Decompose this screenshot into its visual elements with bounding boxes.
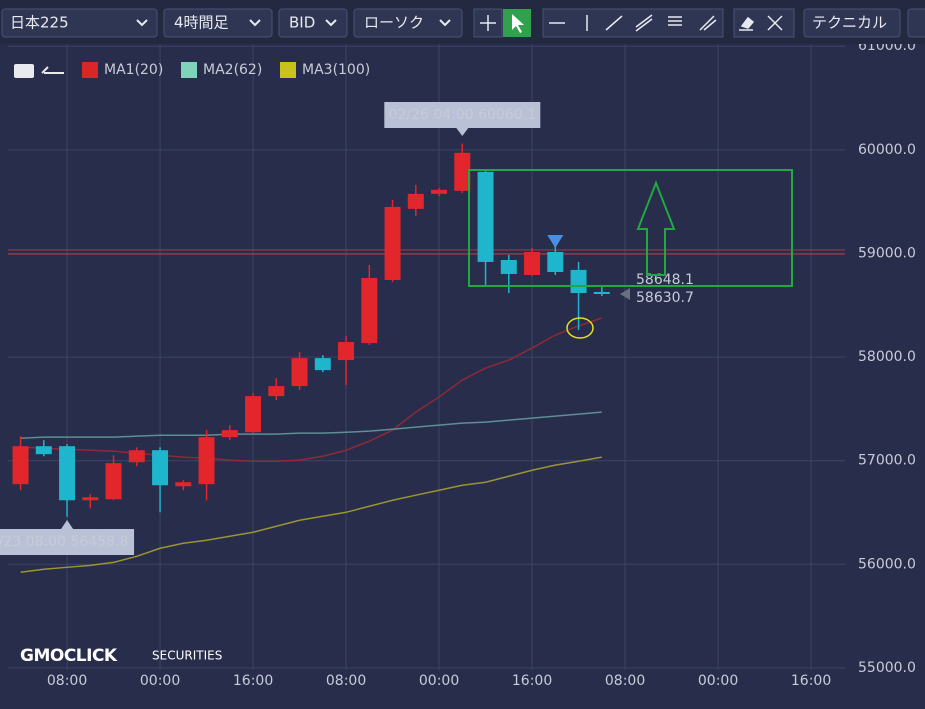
toolbar: 日本225 4時間足 BID ローソク テクニカル [0,0,925,44]
candle-body [361,278,378,344]
candle-body [175,482,192,487]
candle-body [12,446,29,485]
y-tick-label: 56000.0 [858,556,916,572]
candle-body [407,193,424,209]
annotation-circle [566,317,594,339]
candle-body [477,171,494,262]
x-tick-label: 16:00 [791,673,831,689]
icon [480,15,496,31]
candle-body [570,269,587,294]
chart-style: ローソク [364,14,424,32]
x-tick-label: 00:00 [419,673,459,689]
candle-body [291,358,308,387]
legend-label: MA2(62) [203,62,262,78]
annotation-box [468,169,793,287]
last-price-label: 58630.7 [636,290,694,306]
candle-body [384,206,401,280]
x-tick-label: 08:00 [605,673,645,689]
low-label-bg [0,529,135,555]
legend-swatch [280,62,296,78]
legend-icon [41,66,64,74]
x-tick-label: 16:00 [512,673,552,689]
caret [325,19,337,27]
y-tick-label: 57000.0 [858,453,916,469]
caret [136,19,148,27]
candle-body [82,497,99,501]
x-tick-label: 08:00 [326,673,366,689]
icon [739,15,783,31]
side-select[interactable] [278,8,348,38]
logo-brand: GMOCLICK [20,646,118,666]
candle-body [105,463,122,500]
y-tick-label: 59000.0 [858,245,916,261]
x-tick-label: 16:00 [233,673,273,689]
candle-body [128,450,145,463]
caret [439,19,451,27]
icon [512,14,524,33]
symbol: 日本225 [10,14,69,32]
high-label-bg [384,102,541,128]
y-tick-label: 60000.0 [858,142,916,158]
draw-tools-bg[interactable] [542,8,724,38]
legend-label: MA3(100) [302,62,370,78]
ma-line [20,411,602,439]
candle-body [152,450,169,486]
candle-body [454,152,471,191]
y-tick-label: 58000.0 [858,349,916,365]
candle-body [547,252,564,273]
candle-body [221,430,238,438]
timeframe: 4時間足 [174,14,229,32]
ma-line [20,317,603,462]
candle-body [35,446,52,455]
low-label: 2/23 08:00 56458.8 [0,534,128,550]
candle-body [338,342,355,361]
candle-body [431,189,448,194]
candle-body [593,292,610,294]
y-tick-label: 55000.0 [858,660,916,676]
style-select[interactable] [353,8,463,38]
high-label: 02/26 04:00 60060.1 [389,107,537,123]
ma-line [20,456,602,574]
timeframe-select[interactable] [163,8,273,38]
legend-swatch [82,62,98,78]
erase-tools[interactable] [733,8,795,38]
candle-body [500,259,517,274]
technical: テクニカル [812,14,887,32]
technical-button[interactable] [803,8,901,38]
side: BID [289,14,315,32]
caret [249,19,261,27]
annotation-arrow [636,180,676,276]
high-pointer [456,128,469,136]
signal-marker [547,235,564,248]
x-tick-label: 08:00 [47,673,87,689]
candle-body [198,437,215,485]
candle-body [268,386,285,397]
menu-button[interactable] [907,8,925,38]
logo-sub: SECURITIES [152,649,222,663]
last-marker [620,287,630,300]
candle-body [314,358,331,371]
icon [549,14,717,32]
legend-icon[interactable] [14,64,34,78]
low-pointer [61,520,74,529]
draw-tools [542,8,795,38]
candle-body [245,396,262,433]
x-tick-label: 00:00 [698,673,738,689]
x-tick-label: 00:00 [140,673,180,689]
legend-swatch [181,62,197,78]
legend: MA1(20) MA2(62) MA3(100) [14,62,370,78]
candle-body [524,252,541,276]
legend-label: MA1(20) [104,62,163,78]
candle-body [59,446,76,501]
symbol-select[interactable] [1,8,158,38]
